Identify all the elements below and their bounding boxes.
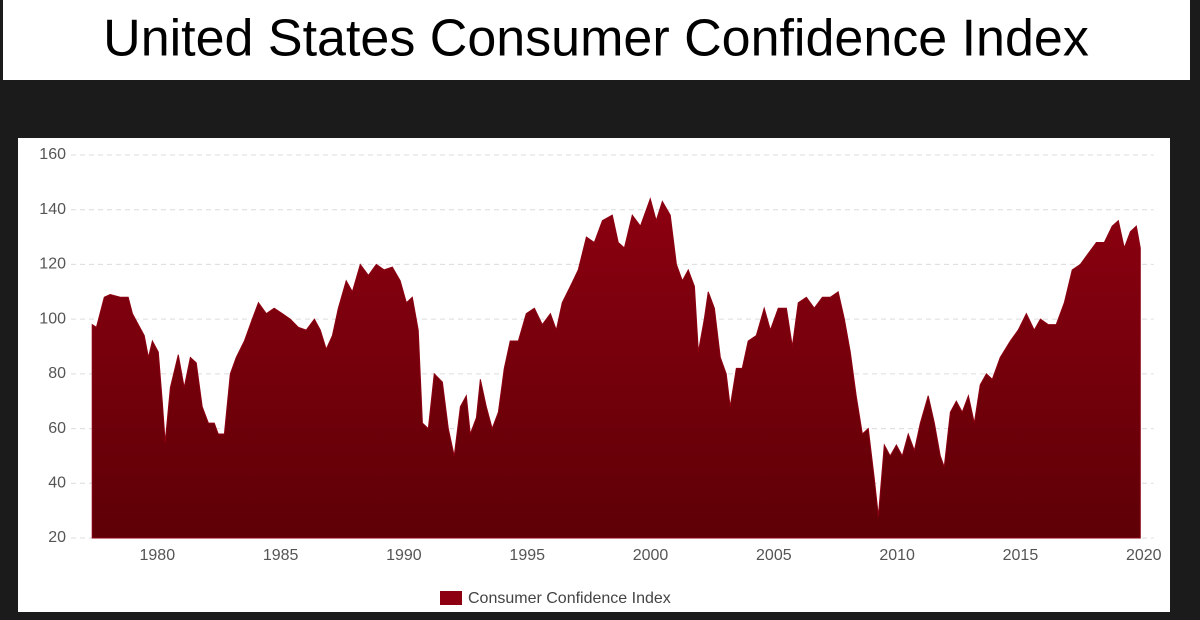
x-tick-label: 1995 xyxy=(509,547,545,564)
area xyxy=(91,197,1141,539)
x-tick-label: 2005 xyxy=(756,547,792,564)
x-tick-label: 2020 xyxy=(1126,547,1162,564)
legend-swatch xyxy=(440,591,462,605)
y-tick-label: 80 xyxy=(48,365,66,382)
y-tick-label: 60 xyxy=(48,420,66,437)
x-tick-label: 2015 xyxy=(1003,547,1039,564)
y-tick-label: 140 xyxy=(39,201,66,218)
x-tick-label: 1985 xyxy=(263,547,299,564)
x-tick-label: 1990 xyxy=(386,547,422,564)
x-tick-label: 2010 xyxy=(879,547,915,564)
y-tick-label: 120 xyxy=(39,256,66,273)
title-banner xyxy=(3,0,1190,80)
legend-label: Consumer Confidence Index xyxy=(468,590,671,607)
y-tick-label: 40 xyxy=(48,475,66,492)
chart-title: United States Consumer Confidence Index xyxy=(103,10,1089,68)
y-tick-label: 20 xyxy=(48,529,66,546)
y-tick-label: 100 xyxy=(39,310,66,327)
x-tick-label: 2000 xyxy=(633,547,669,564)
x-tick-label: 1980 xyxy=(140,547,176,564)
y-tick-label: 160 xyxy=(39,146,66,163)
